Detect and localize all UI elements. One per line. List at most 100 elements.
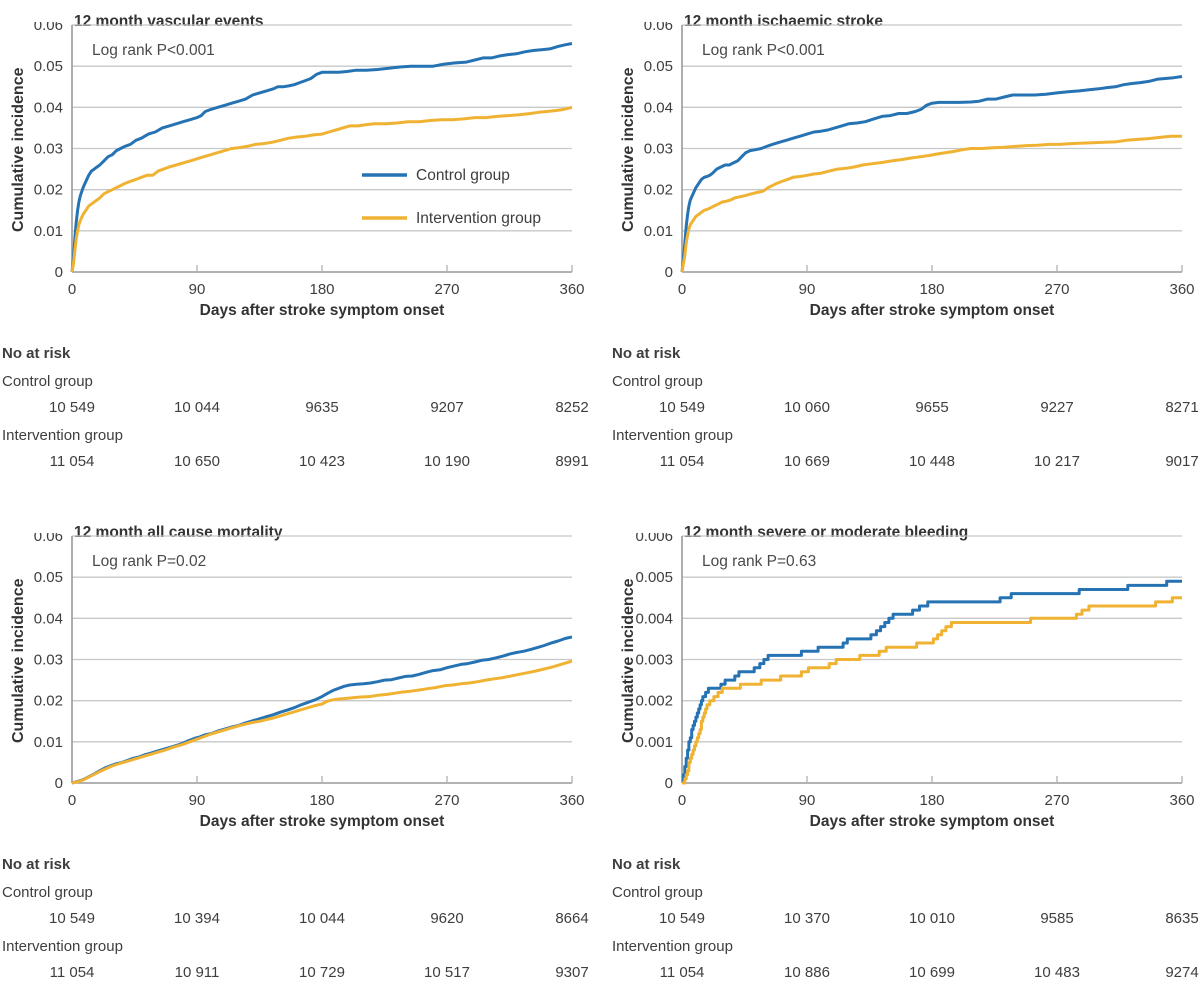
risk-row-label-intervention: Intervention group xyxy=(612,427,733,444)
risk-table: No at risk Control group 10 549 10 060 965… xyxy=(612,341,1200,475)
y-tick-label: 0 xyxy=(665,264,673,281)
risk-count: 9585 xyxy=(1040,910,1074,927)
risk-count: 9017 xyxy=(1165,453,1199,470)
risk-count: 10 886 xyxy=(784,964,830,981)
y-tick-label: 0.01 xyxy=(644,223,673,240)
cumulative-incidence-chart: 0 0.01 0.02 0.03 0.04 0.05 0.06 0 90 180 270 360 Log… xyxy=(34,22,585,298)
risk-row-control: 10 549 10 060 9655 9227 8271 xyxy=(659,395,1199,421)
risk-count: 10 448 xyxy=(909,453,955,470)
risk-count: 10 549 xyxy=(49,399,95,416)
y-tick-label: 0.04 xyxy=(34,610,63,627)
series-intervention-line xyxy=(682,596,1182,785)
x-tick-label: 360 xyxy=(559,281,584,298)
y-tick-label: 0.001 xyxy=(635,734,673,751)
risk-table-header: No at risk xyxy=(2,856,71,873)
risk-table: No at risk Control group 10 549 10 044 963… xyxy=(2,341,600,475)
risk-count: 10 010 xyxy=(909,910,955,927)
y-tick-label: 0.06 xyxy=(34,22,63,34)
risk-count: 10 699 xyxy=(909,964,955,981)
risk-count: 10 549 xyxy=(49,910,95,927)
x-tick-label: 0 xyxy=(68,792,76,809)
risk-row-intervention: 11 054 10 886 10 699 10 483 9274 xyxy=(660,960,1199,986)
log-rank-annotation: Log rank P<0.001 xyxy=(92,42,215,59)
risk-count: 10 549 xyxy=(659,399,705,416)
x-tick-label: 0 xyxy=(678,281,686,298)
panel-severe-moderate-bleeding: 12 month severe or moderate bleeding Cum… xyxy=(600,497,1200,994)
x-axis-title: Days after stroke symptom onset xyxy=(809,302,1055,319)
risk-row-label-intervention: Intervention group xyxy=(2,427,123,444)
risk-table-header: No at risk xyxy=(612,345,681,362)
risk-row-label-intervention: Intervention group xyxy=(2,938,123,955)
risk-count: 9207 xyxy=(430,399,464,416)
y-tick-label: 0 xyxy=(665,775,673,792)
log-rank-annotation: Log rank P<0.001 xyxy=(702,42,825,59)
y-tick-label: 0.002 xyxy=(635,693,673,710)
risk-count: 10 044 xyxy=(299,910,345,927)
panel-ischaemic-stroke: 12 month ischaemic stroke Cumulative inc… xyxy=(600,0,1200,497)
risk-table: No at risk Control group 10 549 10 394 10 … xyxy=(2,852,600,986)
legend-label-control: Control group xyxy=(416,167,510,184)
risk-count: 8252 xyxy=(555,399,589,416)
series-intervention-line xyxy=(70,105,573,273)
y-tick-label: 0.04 xyxy=(34,99,63,116)
y-tick-label: 0.003 xyxy=(635,652,673,669)
risk-count: 8271 xyxy=(1165,399,1199,416)
risk-row-intervention: 11 054 10 650 10 423 10 190 8991 xyxy=(50,449,589,475)
x-tick-label: 360 xyxy=(1169,281,1194,298)
y-tick-label: 0.004 xyxy=(635,610,673,627)
x-tick-label: 90 xyxy=(189,792,206,809)
risk-table-header: No at risk xyxy=(2,345,71,362)
risk-count: 10 394 xyxy=(174,910,220,927)
log-rank-annotation: Log rank P=0.63 xyxy=(702,553,816,570)
risk-row-label-control: Control group xyxy=(2,373,93,390)
risk-count: 9227 xyxy=(1040,399,1074,416)
risk-table-header: No at risk xyxy=(612,856,681,873)
y-tick-label: 0.04 xyxy=(644,99,673,116)
risk-count: 11 054 xyxy=(659,964,705,981)
x-tick-label: 360 xyxy=(559,792,584,809)
risk-row-intervention: 11 054 10 911 10 729 10 517 9307 xyxy=(50,960,589,986)
risk-count: 10 517 xyxy=(424,964,470,981)
risk-row-intervention: 11 054 10 669 10 448 10 217 9017 xyxy=(660,449,1199,475)
panel-vascular-events: 12 month vascular events Cumulative inci… xyxy=(0,0,600,497)
risk-row-label-control: Control group xyxy=(612,884,703,901)
cumulative-incidence-chart: 0 0.01 0.02 0.03 0.04 0.05 0.06 0 90 180 270 360 Log… xyxy=(34,533,585,809)
risk-row-control: 10 549 10 394 10 044 9620 8664 xyxy=(49,906,589,932)
risk-count: 10 217 xyxy=(1034,453,1080,470)
y-tick-label: 0.02 xyxy=(34,182,63,199)
x-tick-label: 90 xyxy=(799,792,816,809)
risk-count: 11 054 xyxy=(49,964,95,981)
cumulative-incidence-chart: 0 0.001 0.002 0.003 0.004 0.005 0.006 0 90 180 270… xyxy=(635,533,1194,809)
y-tick-label: 0.005 xyxy=(635,569,673,586)
risk-row-control: 10 549 10 370 10 010 9585 8635 xyxy=(659,906,1199,932)
series-control-line xyxy=(71,635,573,785)
risk-row-label-intervention: Intervention group xyxy=(612,938,733,955)
x-tick-label: 0 xyxy=(678,792,686,809)
risk-count: 10 911 xyxy=(174,964,220,981)
x-tick-label: 180 xyxy=(919,792,944,809)
x-tick-label: 270 xyxy=(1044,792,1069,809)
risk-count: 10 060 xyxy=(784,399,830,416)
risk-count: 10 423 xyxy=(299,453,345,470)
series-intervention-line xyxy=(680,134,1182,273)
y-tick-label: 0.03 xyxy=(34,652,63,669)
y-tick-label: 0.03 xyxy=(644,141,673,158)
y-tick-label: 0.01 xyxy=(34,223,63,240)
risk-count: 10 483 xyxy=(1034,964,1080,981)
x-tick-label: 180 xyxy=(919,281,944,298)
panel-all-cause-mortality: 12 month all cause mortality Cumulative … xyxy=(0,497,600,994)
risk-count: 11 054 xyxy=(49,453,95,470)
x-tick-label: 270 xyxy=(434,281,459,298)
risk-count: 9274 xyxy=(1165,964,1199,981)
x-tick-label: 180 xyxy=(309,281,334,298)
series-control-line xyxy=(681,579,1182,785)
risk-count: 10 650 xyxy=(174,453,220,470)
x-axis-title: Days after stroke symptom onset xyxy=(199,302,445,319)
log-rank-annotation: Log rank P=0.02 xyxy=(92,553,206,570)
risk-count: 11 054 xyxy=(659,453,705,470)
y-tick-label: 0.06 xyxy=(644,22,673,34)
risk-count: 10 669 xyxy=(784,453,830,470)
risk-count: 9620 xyxy=(430,910,464,927)
risk-row-label-control: Control group xyxy=(612,373,703,390)
